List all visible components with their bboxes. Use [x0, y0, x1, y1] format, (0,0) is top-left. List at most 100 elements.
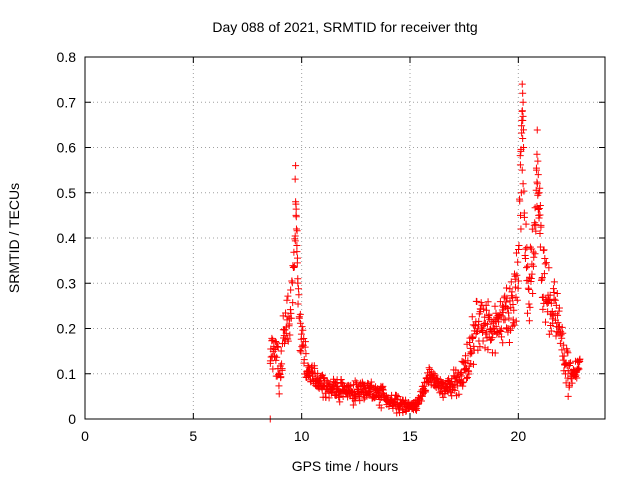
data-point: [560, 341, 568, 349]
data-point: [452, 377, 460, 385]
data-point: [336, 398, 344, 406]
data-point: [528, 270, 536, 278]
y-tick-label: 0.6: [57, 140, 77, 156]
data-point: [574, 364, 582, 372]
x-tick-label: 5: [189, 428, 197, 444]
data-point: [527, 275, 535, 283]
data-point: [513, 271, 521, 279]
data-point: [545, 330, 553, 338]
data-point: [486, 325, 494, 333]
data-point: [511, 275, 519, 283]
data-point: [465, 370, 473, 378]
data-point: [550, 289, 558, 297]
data-point: [559, 329, 567, 337]
data-point: [536, 229, 544, 237]
data-point: [411, 405, 419, 413]
data-point: [482, 306, 490, 314]
data-point: [534, 171, 542, 179]
data-point: [518, 80, 526, 88]
data-point: [526, 303, 534, 311]
data-point: [293, 227, 301, 235]
data-point: [533, 166, 541, 174]
axis-ticks: 0 5 10 15 20 0 0.1 0.2 0.3 0.4 0.5 0.6 0.7 0.8: [57, 49, 605, 444]
data-point: [325, 379, 333, 387]
data-point: [517, 211, 524, 219]
data-point: [516, 152, 524, 160]
grid-lines: [85, 57, 605, 419]
data-point: [520, 213, 528, 221]
data-point: [520, 144, 528, 151]
data-point: [275, 382, 283, 390]
data-point: [539, 305, 547, 313]
data-point: [517, 225, 525, 233]
data-point: [473, 298, 481, 306]
data-point: [518, 116, 526, 124]
data-point: [335, 393, 343, 401]
data-point: [512, 293, 520, 301]
data-point: [564, 349, 572, 357]
data-point: [540, 246, 548, 254]
x-tick-label: 20: [511, 428, 527, 444]
data-point: [491, 349, 499, 357]
data-point: [552, 332, 560, 340]
data-point: [519, 112, 527, 120]
data-point: [273, 353, 281, 361]
data-point: [290, 263, 298, 271]
data-point: [339, 379, 347, 387]
data-point: [518, 129, 526, 137]
data-point: [269, 336, 277, 344]
data-point: [287, 286, 295, 294]
data-point: [529, 262, 537, 270]
data-point: [558, 323, 566, 331]
data-point: [547, 327, 555, 335]
data-point: [469, 333, 477, 341]
data-point: [300, 356, 308, 364]
data-point: [568, 379, 576, 387]
data-point: [270, 344, 278, 352]
data-point: [295, 291, 303, 299]
data-point: [451, 386, 459, 394]
data-point: [294, 300, 302, 308]
data-point: [307, 363, 315, 371]
data-point: [539, 246, 547, 254]
data-point: [496, 326, 504, 334]
data-point: [522, 264, 530, 272]
data-point: [278, 360, 286, 368]
y-tick-label: 0.5: [57, 185, 77, 201]
data-point: [549, 285, 557, 293]
data-point: [481, 344, 489, 352]
data-point: [464, 357, 472, 365]
data-point: [297, 330, 305, 338]
data-point: [461, 366, 469, 374]
data-point: [339, 392, 347, 400]
data-point: [576, 355, 584, 363]
data-point: [292, 211, 300, 219]
data-point: [559, 356, 567, 364]
data-point: [492, 322, 500, 330]
data-point: [326, 381, 334, 389]
data-point: [533, 202, 541, 210]
data-point: [497, 325, 505, 333]
data-point: [457, 369, 465, 377]
data-point: [301, 338, 309, 346]
data-point: [425, 364, 433, 372]
data-point: [293, 259, 301, 267]
data-point: [286, 331, 294, 339]
data-point: [525, 300, 533, 308]
data-point: [512, 317, 520, 325]
data-point: [555, 304, 563, 312]
y-tick-label: 0: [68, 411, 76, 427]
data-point: [519, 98, 527, 106]
data-point: [479, 327, 487, 335]
data-point: [292, 198, 300, 206]
data-point: [546, 291, 554, 299]
data-point: [349, 401, 357, 409]
data-point: [514, 284, 522, 292]
data-point: [528, 245, 536, 253]
data-point: [300, 334, 308, 342]
data-point: [322, 393, 330, 401]
data-point: [277, 373, 285, 381]
data-point: [455, 390, 463, 398]
data-point: [532, 227, 540, 235]
